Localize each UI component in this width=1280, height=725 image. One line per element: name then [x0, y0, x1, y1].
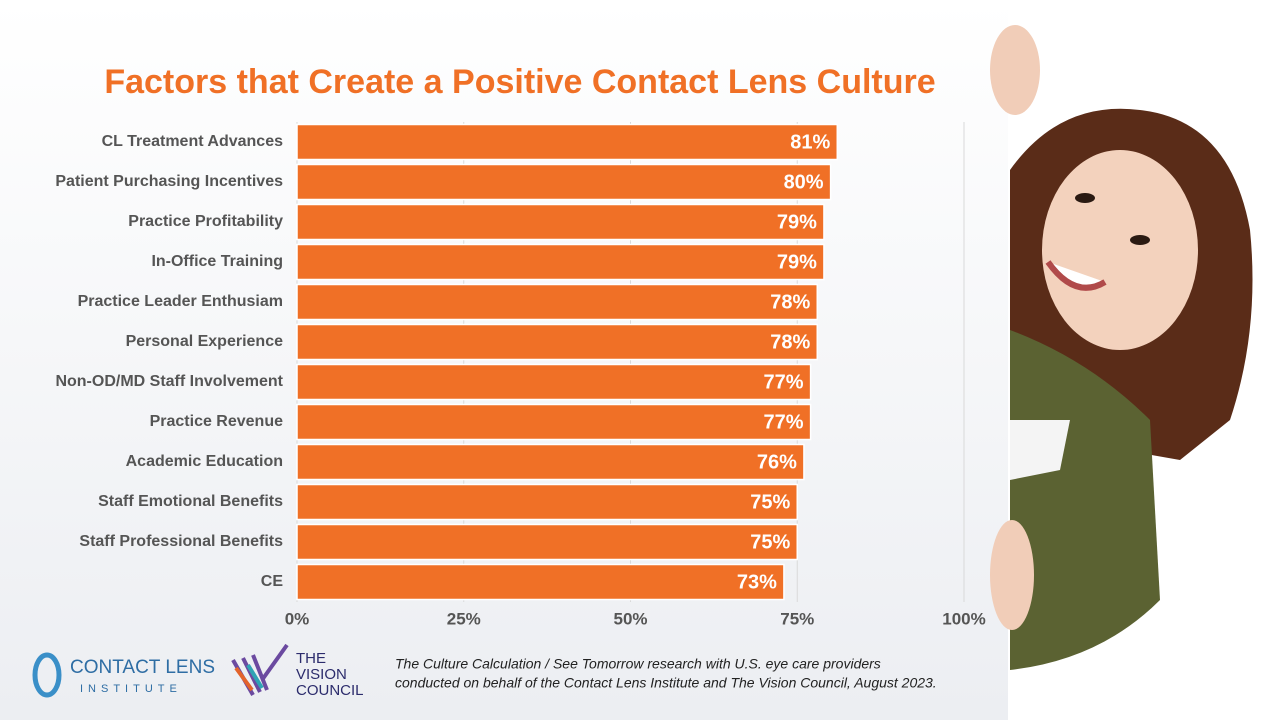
- bar: [296, 483, 798, 521]
- bar: [296, 203, 825, 241]
- value-label: 79%: [777, 211, 817, 233]
- x-tick-label: 0%: [285, 609, 310, 628]
- bar: [296, 163, 832, 201]
- logo-text: CONTACT LENS: [70, 657, 215, 678]
- y-tick-label: CL Treatment Advances: [102, 133, 284, 150]
- bar: [296, 443, 805, 481]
- logo-text: THE: [296, 650, 326, 667]
- bar: [296, 283, 819, 321]
- bar: [296, 563, 785, 601]
- bar: [296, 243, 825, 281]
- y-tick-label: Patient Purchasing Incentives: [55, 173, 283, 190]
- value-label: 81%: [790, 131, 830, 153]
- logo-text: INSTITUTE: [80, 683, 182, 695]
- y-tick-label: Staff Emotional Benefits: [98, 493, 283, 510]
- logo-text: COUNCIL: [296, 682, 364, 699]
- y-tick-label: Non-OD/MD Staff Involvement: [55, 373, 283, 390]
- y-tick-label: In-Office Training: [151, 253, 283, 270]
- y-tick-label: Practice Revenue: [150, 413, 284, 430]
- y-tick-label: Practice Profitability: [128, 213, 283, 230]
- value-label: 73%: [737, 571, 777, 593]
- source-note: conducted on behalf of the Contact Lens …: [395, 675, 937, 691]
- value-label: 75%: [750, 491, 790, 513]
- value-label: 76%: [757, 451, 797, 473]
- plot: 0% 25% 50% 75% 100% CL Treatment Advances 81% P…: [55, 122, 986, 628]
- chart-title: Factors that Create a Positive Contact L…: [104, 63, 935, 101]
- value-label: 79%: [777, 251, 817, 273]
- x-tick-label: 50%: [613, 609, 647, 628]
- y-tick-label: Personal Experience: [126, 333, 284, 350]
- logo-tvc: THE VISION COUNCIL: [231, 643, 364, 699]
- bar: [296, 123, 839, 161]
- value-label: 77%: [764, 411, 804, 433]
- x-tick-label: 25%: [447, 609, 481, 628]
- y-tick-label: Academic Education: [126, 453, 283, 470]
- logo-cli: CONTACT LENS INSTITUTE: [32, 652, 215, 698]
- x-tick-label: 75%: [780, 609, 814, 628]
- logo-text: VISION: [296, 666, 347, 683]
- value-label: 78%: [770, 291, 810, 313]
- bar: [296, 523, 798, 561]
- photo-illustration: [990, 25, 1253, 670]
- y-tick-label: Staff Professional Benefits: [79, 533, 283, 550]
- bar: [296, 403, 812, 441]
- bar: [296, 323, 819, 361]
- y-tick-label: CE: [261, 573, 284, 590]
- x-tick-label: 100%: [942, 609, 985, 628]
- value-label: 77%: [764, 371, 804, 393]
- value-label: 80%: [784, 171, 824, 193]
- bar: [296, 363, 812, 401]
- value-label: 75%: [750, 531, 790, 553]
- value-label: 78%: [770, 331, 810, 353]
- y-tick-label: Practice Leader Enthusiam: [78, 293, 283, 310]
- source-note: The Culture Calculation / See Tomorrow r…: [395, 656, 881, 672]
